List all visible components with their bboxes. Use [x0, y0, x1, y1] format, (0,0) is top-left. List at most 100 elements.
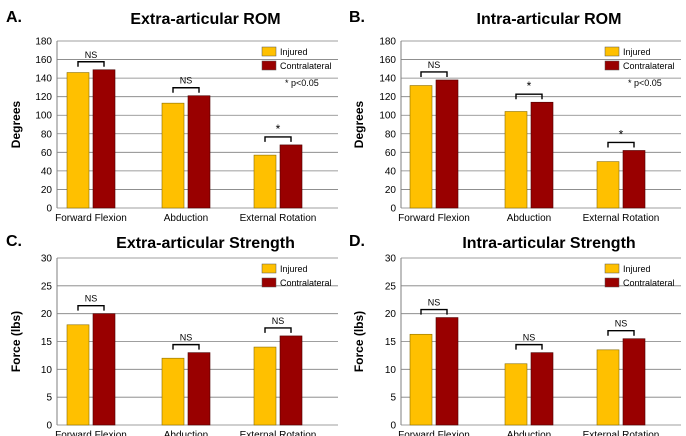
legend-label: Contralateral	[280, 61, 332, 71]
x-tick-label: Abduction	[507, 430, 551, 436]
y-tick-label: 140	[379, 74, 396, 85]
significance-label: NS	[85, 294, 98, 304]
y-tick-label: 20	[385, 185, 397, 196]
bar-contralateral	[279, 144, 303, 209]
y-tick-label: 20	[41, 185, 53, 196]
x-tick-label: Abduction	[164, 430, 208, 436]
significance-bracket	[420, 308, 448, 315]
significance-bracket	[172, 87, 200, 93]
bar-contralateral	[92, 313, 116, 426]
bar-contralateral	[435, 79, 459, 209]
y-tick-label: 140	[35, 74, 52, 85]
y-tick-label: 40	[385, 166, 397, 177]
significance-bracket	[607, 330, 635, 336]
y-tick-label: 20	[385, 309, 397, 320]
significance-bracket	[172, 343, 200, 350]
y-tick-label: 180	[379, 37, 396, 48]
y-tick-label: 30	[385, 254, 397, 265]
legend-label: Injured	[280, 264, 308, 274]
y-tick-label: 15	[41, 337, 53, 348]
legend-swatch-injured	[261, 46, 277, 57]
y-tick-label: 0	[390, 204, 396, 215]
bar-injured	[161, 357, 185, 426]
bar-contralateral	[622, 338, 646, 426]
y-tick-label: 0	[390, 421, 396, 432]
legend-swatch-contralateral	[604, 60, 620, 71]
y-tick-label: 0	[46, 204, 52, 215]
y-tick-label: 25	[385, 281, 397, 292]
y-tick-label: 100	[35, 111, 52, 122]
legend-label: Contralateral	[623, 61, 675, 71]
y-tick-label: 10	[41, 365, 53, 376]
y-tick-label: 120	[379, 92, 396, 103]
significance-label: NS	[180, 333, 193, 343]
y-tick-label: 0	[46, 421, 52, 432]
legend-swatch-contralateral	[261, 60, 277, 71]
legend-swatch-contralateral	[604, 277, 620, 288]
significance-bracket	[515, 343, 543, 350]
significance-bracket	[515, 93, 543, 100]
x-tick-label: Forward Flexion	[398, 213, 470, 224]
bar-injured	[161, 102, 185, 209]
x-tick-label: External Rotation	[583, 213, 660, 224]
bar-injured	[253, 346, 277, 426]
x-tick-label: Forward Flexion	[55, 213, 127, 224]
significance-bracket	[264, 136, 292, 142]
y-tick-label: 100	[379, 111, 396, 122]
y-axis-label: Force (lbs)	[9, 311, 23, 372]
bar-contralateral	[187, 352, 211, 426]
significance-note: * p<0.05	[285, 78, 319, 88]
significance-label: NS	[523, 333, 536, 343]
y-axis-label: Force (lbs)	[352, 311, 366, 372]
x-tick-label: Forward Flexion	[398, 430, 470, 436]
legend-swatch-injured	[604, 263, 620, 274]
y-tick-label: 40	[41, 166, 53, 177]
bar-contralateral	[530, 352, 554, 426]
legend-swatch-injured	[604, 46, 620, 57]
chart-title: Extra-articular ROM	[130, 11, 280, 28]
y-tick-label: 60	[385, 148, 397, 159]
chart-panel-1: A. Extra-articular ROM 0 20 40 60 80 100 120 140 1…	[6, 9, 338, 224]
chart-title: Intra-articular ROM	[477, 11, 622, 28]
chart-title: Extra-articular Strength	[116, 235, 295, 252]
x-tick-label: Forward Flexion	[55, 430, 127, 436]
legend-label: Injured	[623, 47, 651, 57]
panel-letter: A.	[6, 9, 22, 26]
significance-label: NS	[180, 76, 193, 86]
significance-label: NS	[85, 50, 98, 60]
significance-label: NS	[428, 298, 441, 308]
bar-injured	[409, 85, 433, 209]
bar-contralateral	[279, 335, 303, 426]
panel-letter: D.	[349, 233, 365, 250]
bar-injured	[596, 161, 620, 209]
y-tick-label: 80	[41, 129, 53, 140]
y-tick-label: 5	[46, 393, 52, 404]
x-tick-label: External Rotation	[240, 430, 317, 436]
bar-injured	[66, 324, 90, 426]
legend-label: Injured	[280, 47, 308, 57]
bar-injured	[66, 72, 90, 209]
chart-title: Intra-articular Strength	[462, 235, 635, 252]
significance-label: NS	[428, 60, 441, 70]
significance-bracket	[607, 141, 635, 148]
significance-label: *	[619, 127, 624, 141]
significance-label: NS	[272, 316, 285, 326]
legend-label: Contralateral	[623, 278, 675, 288]
chart-panel-4: D. Intra-articular Strength 0 5 10 15 20 25 30 Fo…	[349, 233, 681, 436]
y-axis-label: Degrees	[9, 101, 23, 149]
y-tick-label: 180	[35, 37, 52, 48]
x-tick-label: External Rotation	[240, 213, 317, 224]
y-tick-label: 160	[379, 55, 396, 66]
x-tick-label: Abduction	[164, 213, 208, 224]
bar-contralateral	[530, 101, 554, 209]
y-tick-label: 30	[41, 254, 53, 265]
bar-injured	[504, 363, 528, 426]
bar-injured	[253, 154, 277, 209]
y-tick-label: 80	[385, 129, 397, 140]
bar-contralateral	[92, 69, 116, 209]
y-tick-label: 120	[35, 92, 52, 103]
panel-letter: B.	[349, 9, 365, 26]
chart-panel-3: C. Extra-articular Strength 0 5 10 15 20 25 30 Fo…	[6, 233, 338, 436]
x-tick-label: External Rotation	[583, 430, 660, 436]
